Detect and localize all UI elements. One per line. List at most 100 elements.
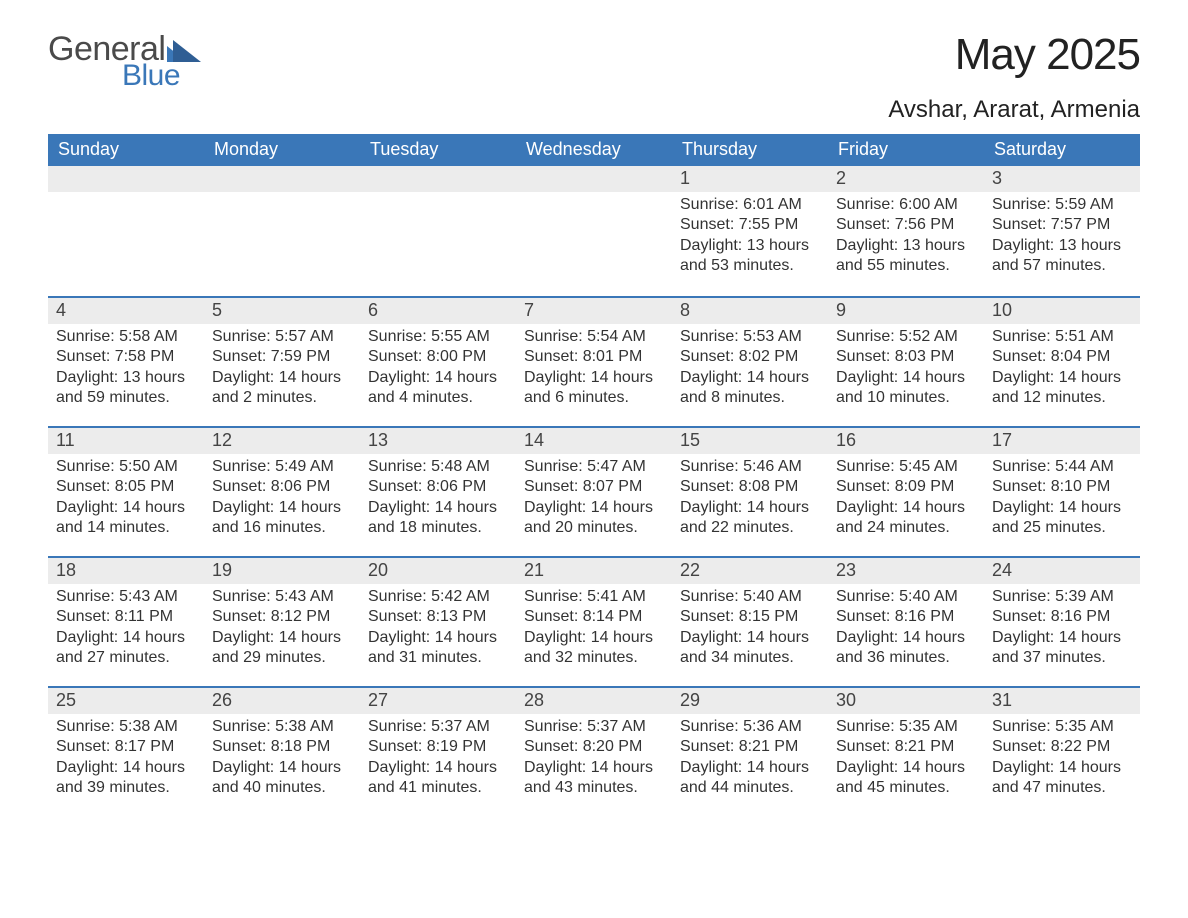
sunrise-line: Sunrise: 5:40 AM xyxy=(680,587,820,607)
daylight-line: Daylight: 14 hours and 16 minutes. xyxy=(212,498,352,539)
sunrise-line: Sunrise: 5:35 AM xyxy=(836,717,976,737)
day-body: Sunrise: 5:38 AMSunset: 8:18 PMDaylight:… xyxy=(204,714,360,809)
day-cell: 31Sunrise: 5:35 AMSunset: 8:22 PMDayligh… xyxy=(984,688,1140,816)
daylight-line: Daylight: 14 hours and 34 minutes. xyxy=(680,628,820,669)
day-body: Sunrise: 5:50 AMSunset: 8:05 PMDaylight:… xyxy=(48,454,204,549)
day-number-blank xyxy=(204,166,360,192)
title-block: May 2025 Avshar, Ararat, Armenia xyxy=(888,30,1140,124)
daylight-line: Daylight: 14 hours and 44 minutes. xyxy=(680,758,820,799)
location-label: Avshar, Ararat, Armenia xyxy=(888,96,1140,124)
day-body: Sunrise: 5:58 AMSunset: 7:58 PMDaylight:… xyxy=(48,324,204,419)
sunrise-line: Sunrise: 5:50 AM xyxy=(56,457,196,477)
day-number: 13 xyxy=(360,428,516,454)
day-body: Sunrise: 5:37 AMSunset: 8:20 PMDaylight:… xyxy=(516,714,672,809)
day-cell: 8Sunrise: 5:53 AMSunset: 8:02 PMDaylight… xyxy=(672,298,828,426)
day-body: Sunrise: 5:47 AMSunset: 8:07 PMDaylight:… xyxy=(516,454,672,549)
sunset-line: Sunset: 8:00 PM xyxy=(368,347,508,367)
sunrise-line: Sunrise: 5:59 AM xyxy=(992,195,1132,215)
day-body: Sunrise: 5:51 AMSunset: 8:04 PMDaylight:… xyxy=(984,324,1140,419)
sunrise-line: Sunrise: 5:54 AM xyxy=(524,327,664,347)
daylight-line: Daylight: 14 hours and 29 minutes. xyxy=(212,628,352,669)
day-cell: 29Sunrise: 5:36 AMSunset: 8:21 PMDayligh… xyxy=(672,688,828,816)
day-body: Sunrise: 5:35 AMSunset: 8:21 PMDaylight:… xyxy=(828,714,984,809)
sunrise-line: Sunrise: 5:37 AM xyxy=(368,717,508,737)
day-number: 19 xyxy=(204,558,360,584)
sunset-line: Sunset: 8:01 PM xyxy=(524,347,664,367)
sunrise-line: Sunrise: 5:47 AM xyxy=(524,457,664,477)
sunset-line: Sunset: 8:05 PM xyxy=(56,477,196,497)
week-row: 18Sunrise: 5:43 AMSunset: 8:11 PMDayligh… xyxy=(48,556,1140,686)
sunrise-line: Sunrise: 5:57 AM xyxy=(212,327,352,347)
weeks-container: 1Sunrise: 6:01 AMSunset: 7:55 PMDaylight… xyxy=(48,166,1140,816)
sunset-line: Sunset: 8:03 PM xyxy=(836,347,976,367)
day-cell: 2Sunrise: 6:00 AMSunset: 7:56 PMDaylight… xyxy=(828,166,984,296)
day-body: Sunrise: 5:35 AMSunset: 8:22 PMDaylight:… xyxy=(984,714,1140,809)
sunset-line: Sunset: 8:22 PM xyxy=(992,737,1132,757)
day-cell xyxy=(204,166,360,296)
day-number: 20 xyxy=(360,558,516,584)
sunset-line: Sunset: 8:16 PM xyxy=(836,607,976,627)
day-body: Sunrise: 5:36 AMSunset: 8:21 PMDaylight:… xyxy=(672,714,828,809)
sunrise-line: Sunrise: 5:43 AM xyxy=(56,587,196,607)
day-cell: 23Sunrise: 5:40 AMSunset: 8:16 PMDayligh… xyxy=(828,558,984,686)
sunrise-line: Sunrise: 5:45 AM xyxy=(836,457,976,477)
day-cell: 13Sunrise: 5:48 AMSunset: 8:06 PMDayligh… xyxy=(360,428,516,556)
daylight-line: Daylight: 14 hours and 2 minutes. xyxy=(212,368,352,409)
day-number: 8 xyxy=(672,298,828,324)
day-cell: 27Sunrise: 5:37 AMSunset: 8:19 PMDayligh… xyxy=(360,688,516,816)
day-cell: 16Sunrise: 5:45 AMSunset: 8:09 PMDayligh… xyxy=(828,428,984,556)
day-body: Sunrise: 5:57 AMSunset: 7:59 PMDaylight:… xyxy=(204,324,360,419)
daylight-line: Daylight: 14 hours and 45 minutes. xyxy=(836,758,976,799)
day-body: Sunrise: 5:54 AMSunset: 8:01 PMDaylight:… xyxy=(516,324,672,419)
day-body: Sunrise: 5:38 AMSunset: 8:17 PMDaylight:… xyxy=(48,714,204,809)
sunset-line: Sunset: 8:14 PM xyxy=(524,607,664,627)
page-header: General Blue May 2025 Avshar, Ararat, Ar… xyxy=(48,30,1140,124)
day-cell: 15Sunrise: 5:46 AMSunset: 8:08 PMDayligh… xyxy=(672,428,828,556)
day-body: Sunrise: 6:01 AMSunset: 7:55 PMDaylight:… xyxy=(672,192,828,287)
week-row: 1Sunrise: 6:01 AMSunset: 7:55 PMDaylight… xyxy=(48,166,1140,296)
sunrise-line: Sunrise: 5:46 AM xyxy=(680,457,820,477)
sunset-line: Sunset: 8:07 PM xyxy=(524,477,664,497)
sunrise-line: Sunrise: 5:53 AM xyxy=(680,327,820,347)
day-header-tuesday: Tuesday xyxy=(360,134,516,166)
day-cell: 26Sunrise: 5:38 AMSunset: 8:18 PMDayligh… xyxy=(204,688,360,816)
day-body: Sunrise: 5:40 AMSunset: 8:16 PMDaylight:… xyxy=(828,584,984,679)
day-number-blank xyxy=(516,166,672,192)
day-number: 10 xyxy=(984,298,1140,324)
daylight-line: Daylight: 14 hours and 43 minutes. xyxy=(524,758,664,799)
day-number: 15 xyxy=(672,428,828,454)
sunset-line: Sunset: 8:02 PM xyxy=(680,347,820,367)
day-cell: 19Sunrise: 5:43 AMSunset: 8:12 PMDayligh… xyxy=(204,558,360,686)
day-body: Sunrise: 5:43 AMSunset: 8:12 PMDaylight:… xyxy=(204,584,360,679)
day-cell: 12Sunrise: 5:49 AMSunset: 8:06 PMDayligh… xyxy=(204,428,360,556)
day-header-monday: Monday xyxy=(204,134,360,166)
sunset-line: Sunset: 7:56 PM xyxy=(836,215,976,235)
calendar: SundayMondayTuesdayWednesdayThursdayFrid… xyxy=(48,134,1140,816)
sunset-line: Sunset: 8:13 PM xyxy=(368,607,508,627)
sunrise-line: Sunrise: 5:40 AM xyxy=(836,587,976,607)
day-number: 9 xyxy=(828,298,984,324)
day-cell: 22Sunrise: 5:40 AMSunset: 8:15 PMDayligh… xyxy=(672,558,828,686)
daylight-line: Daylight: 13 hours and 57 minutes. xyxy=(992,236,1132,277)
day-number: 26 xyxy=(204,688,360,714)
day-cell xyxy=(360,166,516,296)
daylight-line: Daylight: 13 hours and 53 minutes. xyxy=(680,236,820,277)
sunset-line: Sunset: 8:12 PM xyxy=(212,607,352,627)
sunrise-line: Sunrise: 5:41 AM xyxy=(524,587,664,607)
day-header-sunday: Sunday xyxy=(48,134,204,166)
sunrise-line: Sunrise: 5:39 AM xyxy=(992,587,1132,607)
daylight-line: Daylight: 14 hours and 27 minutes. xyxy=(56,628,196,669)
day-cell: 3Sunrise: 5:59 AMSunset: 7:57 PMDaylight… xyxy=(984,166,1140,296)
daylight-line: Daylight: 14 hours and 25 minutes. xyxy=(992,498,1132,539)
day-header-saturday: Saturday xyxy=(984,134,1140,166)
day-number: 2 xyxy=(828,166,984,192)
daylight-line: Daylight: 14 hours and 47 minutes. xyxy=(992,758,1132,799)
sunset-line: Sunset: 7:55 PM xyxy=(680,215,820,235)
day-number: 17 xyxy=(984,428,1140,454)
day-body: Sunrise: 5:39 AMSunset: 8:16 PMDaylight:… xyxy=(984,584,1140,679)
sunset-line: Sunset: 8:21 PM xyxy=(680,737,820,757)
daylight-line: Daylight: 14 hours and 39 minutes. xyxy=(56,758,196,799)
sunset-line: Sunset: 8:06 PM xyxy=(368,477,508,497)
day-cell: 1Sunrise: 6:01 AMSunset: 7:55 PMDaylight… xyxy=(672,166,828,296)
daylight-line: Daylight: 13 hours and 59 minutes. xyxy=(56,368,196,409)
